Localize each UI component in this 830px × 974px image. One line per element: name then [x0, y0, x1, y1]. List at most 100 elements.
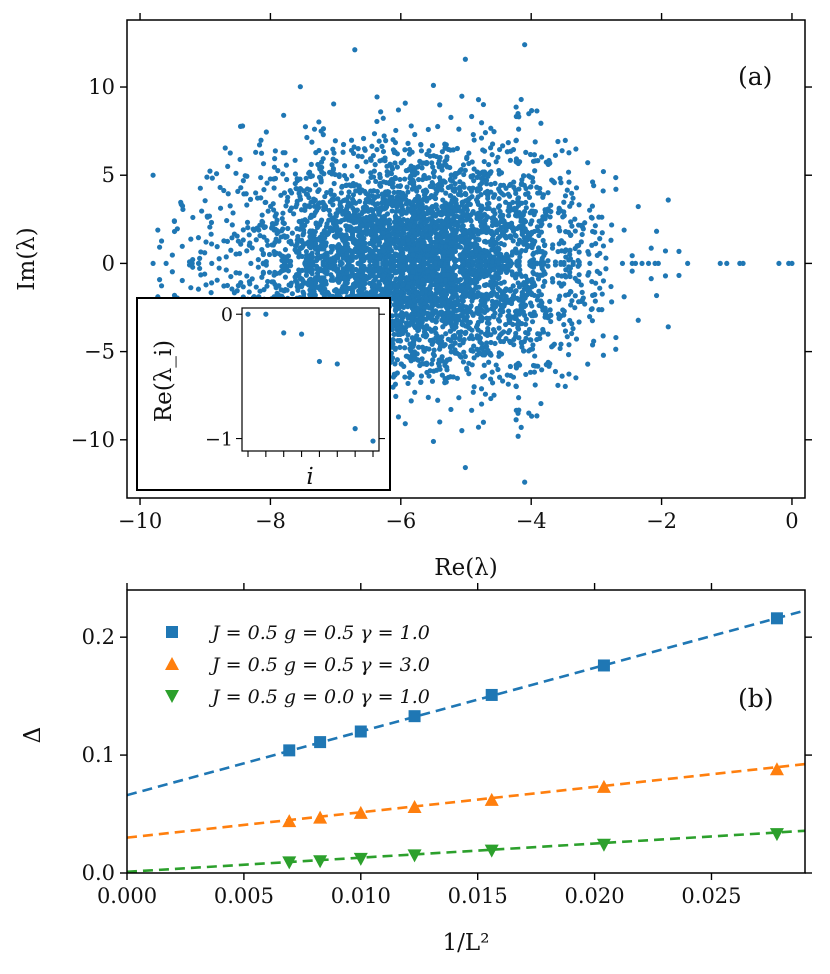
scatter-point [565, 169, 572, 175]
scatter-point [314, 284, 320, 291]
scatter-point [629, 268, 635, 274]
scatter-point [491, 392, 497, 398]
scatter-point [360, 281, 366, 287]
scatter-point [455, 298, 462, 304]
scatter-point [356, 238, 362, 244]
scatter-point [208, 280, 215, 286]
scatter-point [440, 324, 446, 330]
scatter-point [453, 257, 459, 264]
scatter-point [392, 381, 399, 387]
scatter-point [557, 345, 563, 352]
scatter-point [569, 330, 575, 337]
scatter-point [471, 166, 477, 172]
scatter-point [429, 302, 435, 308]
scatter-point [491, 129, 497, 135]
scatter-point [426, 246, 432, 252]
scatter-point [334, 243, 341, 249]
scatter-point [481, 238, 488, 245]
scatter-point [293, 278, 299, 284]
scatter-point [334, 278, 341, 284]
scatter-point [566, 150, 572, 156]
scatter-point [321, 201, 327, 208]
scatter-point [202, 198, 208, 204]
scatter-point [402, 421, 408, 427]
scatter-point [294, 226, 300, 232]
scatter-point [491, 254, 497, 260]
scatter-point [377, 174, 383, 180]
scatter-point [469, 407, 475, 413]
scatter-point [383, 219, 389, 226]
scatter-point [653, 228, 660, 234]
scatter-point [556, 314, 562, 321]
scatter-point [579, 231, 585, 238]
scatter-point [559, 273, 565, 279]
scatter-point [505, 308, 512, 314]
scatter-point [384, 241, 390, 247]
scatter-point [394, 164, 400, 170]
scatter-point [223, 254, 229, 260]
scatter-point [224, 238, 231, 244]
scatter-point [391, 189, 397, 196]
scatter-point [492, 180, 498, 186]
scatter-point [468, 218, 474, 224]
scatter-point [513, 104, 519, 110]
scatter-point [450, 273, 457, 280]
scatter-point [609, 299, 615, 305]
scatter-point [288, 190, 295, 196]
scatter-point [551, 341, 557, 347]
scatter-point [500, 182, 507, 188]
scatter-point [492, 340, 498, 347]
scatter-point [322, 255, 328, 261]
scatter-point [450, 240, 457, 246]
scatter-point [361, 244, 367, 251]
scatter-point [576, 249, 582, 255]
scatter-point [349, 251, 355, 258]
scatter-point [495, 366, 501, 373]
scatter-point [483, 263, 489, 269]
scatter-point [472, 292, 478, 298]
scatter-point [397, 176, 403, 183]
scatter-point [535, 227, 541, 234]
scatter-point [295, 233, 301, 240]
scatter-point [350, 150, 357, 157]
scatter-point [535, 293, 541, 299]
scatter-point [373, 289, 379, 295]
scatter-point [459, 319, 466, 325]
scatter-point [479, 204, 485, 210]
scatter-point [223, 267, 229, 273]
scatter-point [594, 268, 600, 274]
scatter-point [367, 271, 374, 278]
scatter-point [353, 266, 359, 273]
scatter-point [562, 383, 568, 390]
scatter-point [432, 224, 438, 230]
scatter-point [263, 129, 269, 135]
scatter-point [401, 294, 408, 300]
scatter-point [582, 301, 588, 307]
scatter-point [318, 217, 325, 223]
scatter-point [308, 161, 314, 167]
scatter-point [456, 395, 462, 401]
scatter-point [213, 171, 220, 177]
scatter-point [348, 183, 354, 189]
scatter-point [381, 133, 387, 139]
scatter-point [551, 180, 557, 186]
scatter-point [390, 147, 397, 153]
scatter-point [355, 243, 361, 250]
scatter-point [261, 234, 267, 240]
scatter-point [343, 182, 349, 189]
scatter-point [457, 179, 463, 185]
scatter-point [398, 318, 405, 324]
scatter-point [284, 234, 290, 240]
scatter-point [477, 309, 483, 315]
scatter-point [447, 176, 453, 182]
scatter-point [455, 223, 462, 229]
scatter-point [510, 283, 516, 289]
scatter-point [411, 259, 417, 265]
scatter-point [484, 214, 490, 220]
scatter-point [474, 174, 480, 181]
scatter-point [477, 182, 483, 188]
scatter-point [523, 329, 529, 336]
scatter-point [386, 180, 393, 187]
scatter-point [342, 275, 348, 281]
scatter-point [513, 383, 519, 389]
